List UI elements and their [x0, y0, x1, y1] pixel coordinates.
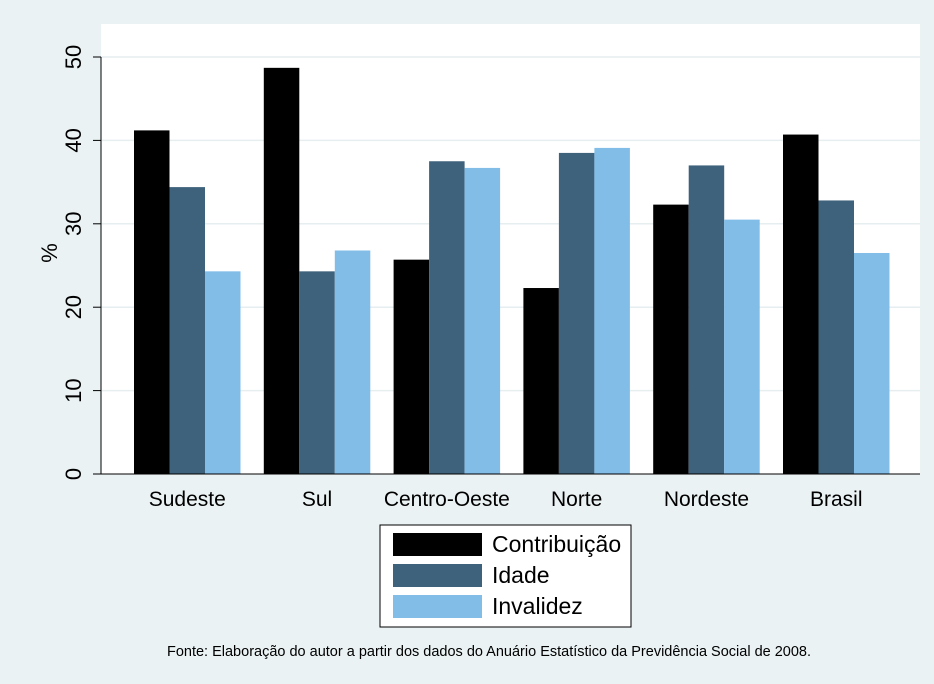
legend-item: Idade	[393, 562, 550, 588]
x-category-label: Sudeste	[149, 488, 226, 511]
bar	[334, 250, 371, 474]
bar	[464, 167, 501, 474]
x-category-label: Nordeste	[664, 488, 749, 511]
y-tick-label: 40	[61, 128, 86, 152]
x-category-labels: Sudeste Sul Centro-Oeste Norte Nordeste Brasi…	[149, 488, 863, 511]
legend-item: Contribuição	[393, 531, 621, 557]
legend: Contribuição Idade Invalidez	[379, 524, 632, 628]
y-tick-label: 0	[61, 468, 86, 480]
bar	[429, 161, 465, 474]
y-axis-label: %	[37, 243, 62, 263]
legend-label: Invalidez	[492, 593, 583, 619]
bar	[134, 130, 170, 474]
x-category-label: Brasil	[810, 488, 863, 511]
bar-group	[523, 147, 630, 474]
bars	[134, 67, 890, 475]
x-category-label: Centro-Oeste	[384, 488, 510, 511]
source-note: Fonte: Elaboração do autor a partir dos …	[167, 644, 811, 660]
bar	[594, 147, 630, 474]
bar	[783, 134, 819, 474]
bar	[854, 252, 890, 474]
legend-label: Idade	[492, 562, 550, 588]
legend-item: Invalidez	[393, 593, 583, 619]
legend-swatch	[393, 533, 482, 556]
bar-group	[393, 161, 501, 474]
bar	[818, 200, 854, 474]
bar	[169, 187, 205, 474]
axes	[93, 56, 920, 475]
bar	[724, 219, 760, 474]
x-category-label: Sul	[302, 488, 332, 511]
bar-group	[653, 165, 760, 475]
bar	[299, 271, 335, 474]
legend-swatch	[393, 595, 482, 618]
y-tick-label: 10	[61, 378, 86, 402]
y-tick-label: 50	[61, 45, 86, 69]
y-tick-label: 30	[61, 212, 86, 236]
y-tick-labels: 0 10 20 30 40 50	[61, 45, 86, 480]
bar	[263, 67, 300, 474]
bar-group	[783, 134, 890, 474]
bar-group	[134, 130, 241, 474]
legend-swatch	[393, 564, 482, 587]
y-tick-label: 20	[61, 295, 86, 319]
legend-label: Contribuição	[492, 531, 621, 557]
bar	[205, 271, 241, 474]
bar	[653, 204, 689, 475]
bar	[558, 152, 595, 474]
bar	[523, 288, 559, 474]
bar	[688, 165, 725, 475]
bar	[393, 259, 430, 474]
bar-group	[263, 67, 371, 474]
x-category-label: Norte	[551, 488, 602, 511]
